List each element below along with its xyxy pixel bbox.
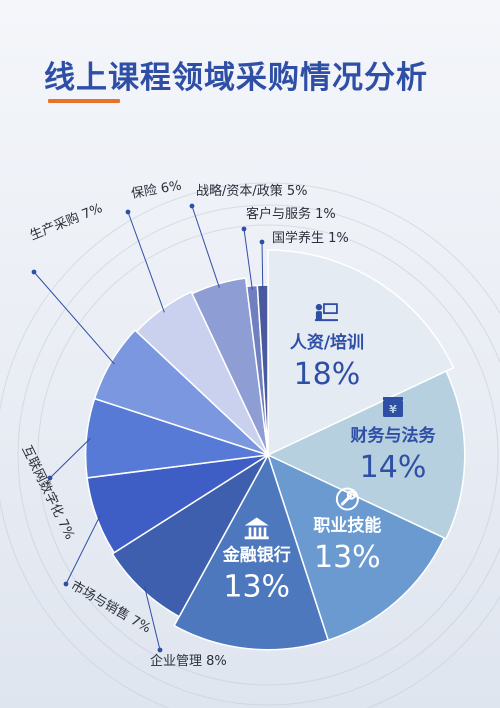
page-title: 线上课程领域采购情况分析 (44, 60, 428, 96)
leader-dot (31, 269, 37, 275)
presentation-icon (314, 303, 338, 322)
leader-dot (157, 647, 163, 653)
outer-slice-label: 企业管理 8% (150, 653, 227, 669)
leader-dot (47, 475, 53, 481)
outer-slice-label: 保险 6% (130, 178, 183, 202)
svg-text:¥: ¥ (389, 403, 397, 416)
pie-slice (266, 453, 446, 642)
pie-slice (266, 370, 466, 540)
bg-ring (0, 182, 500, 708)
leader-line (261, 241, 264, 290)
slice-label: 职业技能 (313, 515, 381, 536)
slice-percent: 14% (360, 450, 427, 485)
background-rings (0, 182, 500, 708)
leader-dot (189, 203, 195, 209)
bank-icon (244, 517, 269, 540)
yen-icon: ¥ (383, 397, 403, 417)
outer-slice-label: 战略/资本/政策 5% (196, 183, 308, 199)
leader-dot (259, 239, 265, 245)
leader-line (33, 271, 115, 365)
bg-ring (17, 204, 500, 706)
outer-slice-label: 互联网数字化 7% (18, 443, 77, 542)
outer-slice-label: 国学养生 1% (272, 230, 349, 246)
leader-dot (125, 209, 131, 215)
pie-slice (111, 454, 269, 618)
slice-label: 人资/培训 (290, 332, 364, 353)
pie-slices (84, 249, 466, 651)
outer-slice-label: 生产采购 7% (28, 200, 105, 244)
leader-dot (63, 581, 69, 587)
pie-slice (173, 453, 330, 651)
leader-line (127, 211, 165, 313)
leader-dot (241, 226, 247, 232)
slice-label: 财务与法务 (350, 425, 437, 446)
leader-line (65, 515, 101, 585)
leader-line (49, 437, 91, 479)
slice-percent: 13% (223, 569, 290, 604)
pie-slice (267, 249, 455, 457)
slice-label: 金融银行 (222, 544, 291, 565)
leader-line (243, 228, 253, 290)
leader-line (191, 205, 220, 288)
pie-slice (135, 290, 269, 456)
leader-line (144, 586, 161, 651)
title-underline (48, 99, 120, 103)
outer-slice-label: 客户与服务 1% (246, 206, 336, 222)
wrench-icon (335, 487, 359, 511)
slice-percent: 13% (314, 540, 381, 575)
leader-lines (31, 203, 265, 653)
bg-ring (37, 224, 499, 686)
slice-percent: 18% (294, 357, 361, 392)
pie-slice (93, 329, 269, 456)
